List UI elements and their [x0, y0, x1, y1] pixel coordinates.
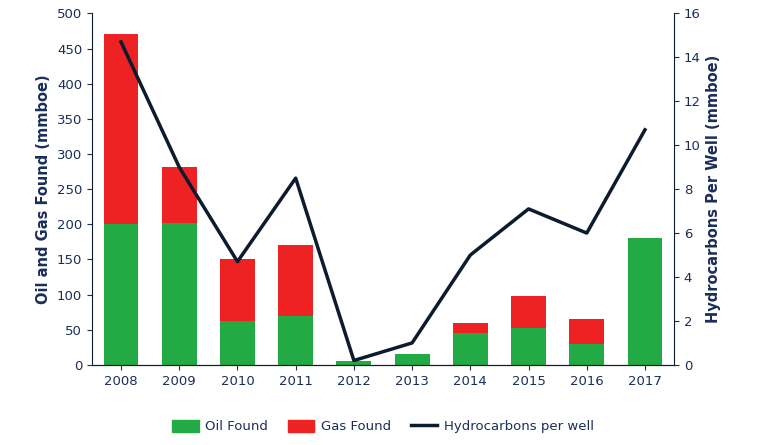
Bar [162, 223, 197, 365]
Bar [569, 344, 604, 365]
Bar [453, 323, 488, 333]
Bar [278, 316, 313, 365]
Bar [220, 259, 255, 320]
Bar [220, 320, 255, 365]
Bar [336, 361, 372, 365]
Bar [103, 34, 139, 224]
Bar [103, 224, 139, 365]
Bar [511, 296, 546, 328]
Bar [627, 239, 663, 365]
Bar [394, 354, 430, 365]
Legend: Oil Found, Gas Found, Hydrocarbons per well: Oil Found, Gas Found, Hydrocarbons per w… [167, 414, 599, 438]
Bar [511, 328, 546, 365]
Y-axis label: Hydrocarbons Per Well (mmboe): Hydrocarbons Per Well (mmboe) [706, 55, 722, 323]
Y-axis label: Oil and Gas Found (mmboe): Oil and Gas Found (mmboe) [36, 74, 51, 304]
Bar [453, 333, 488, 365]
Bar [569, 319, 604, 344]
Bar [162, 166, 197, 223]
Bar [278, 245, 313, 316]
